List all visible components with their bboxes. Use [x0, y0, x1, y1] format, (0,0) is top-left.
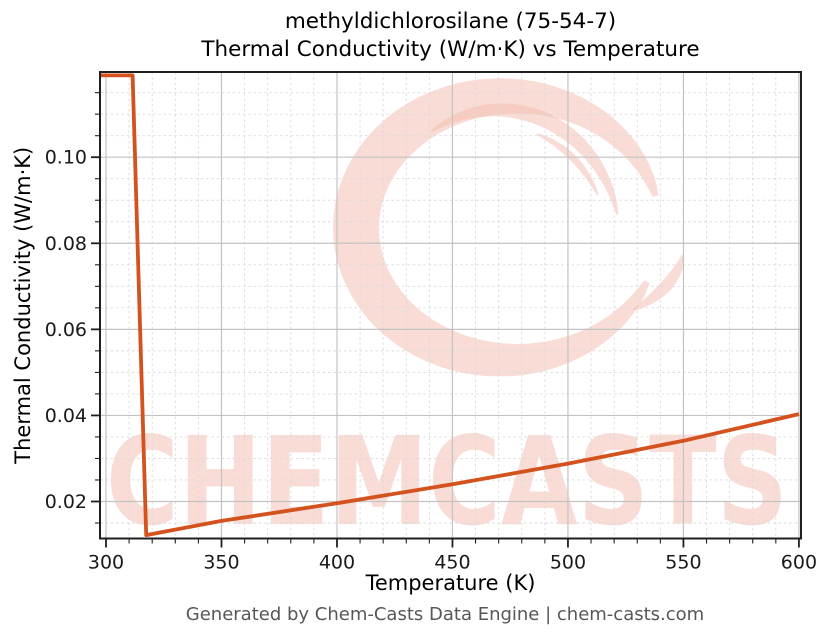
y-tick-label: 0.10 [45, 147, 87, 169]
y-tick-label: 0.02 [45, 491, 87, 513]
y-tick-label: 0.04 [45, 405, 87, 427]
title-line-1: methyldichlorosilane (75-54-7) [284, 9, 617, 34]
watermark-logo-tail-hook [633, 254, 685, 311]
y-tick-label: 0.08 [45, 233, 87, 255]
y-tick-label: 0.06 [45, 319, 87, 341]
title-line-2: Thermal Conductivity (W/m·K) vs Temperat… [201, 37, 700, 62]
watermark-text: CHEMCASTS [106, 411, 788, 553]
x-tick-label: 300 [88, 552, 124, 574]
x-tick-label: 600 [781, 552, 817, 574]
data-line [100, 73, 800, 537]
watermark-logo-inner-streak [431, 103, 619, 215]
plot-border [99, 71, 802, 540]
chart-title: methyldichlorosilane (75-54-7) Thermal C… [100, 8, 801, 64]
x-tick-label: 500 [550, 552, 586, 574]
x-tick-label: 550 [665, 552, 701, 574]
x-axis-label: Temperature (K) [365, 571, 536, 595]
y-axis-label: Thermal Conductivity (W/m·K) [11, 147, 35, 465]
x-tick-label: 450 [434, 552, 470, 574]
footer-credit: Generated by Chem-Casts Data Engine | ch… [185, 604, 705, 625]
x-tick-label: 400 [319, 552, 355, 574]
x-tick-label: 350 [203, 552, 239, 574]
